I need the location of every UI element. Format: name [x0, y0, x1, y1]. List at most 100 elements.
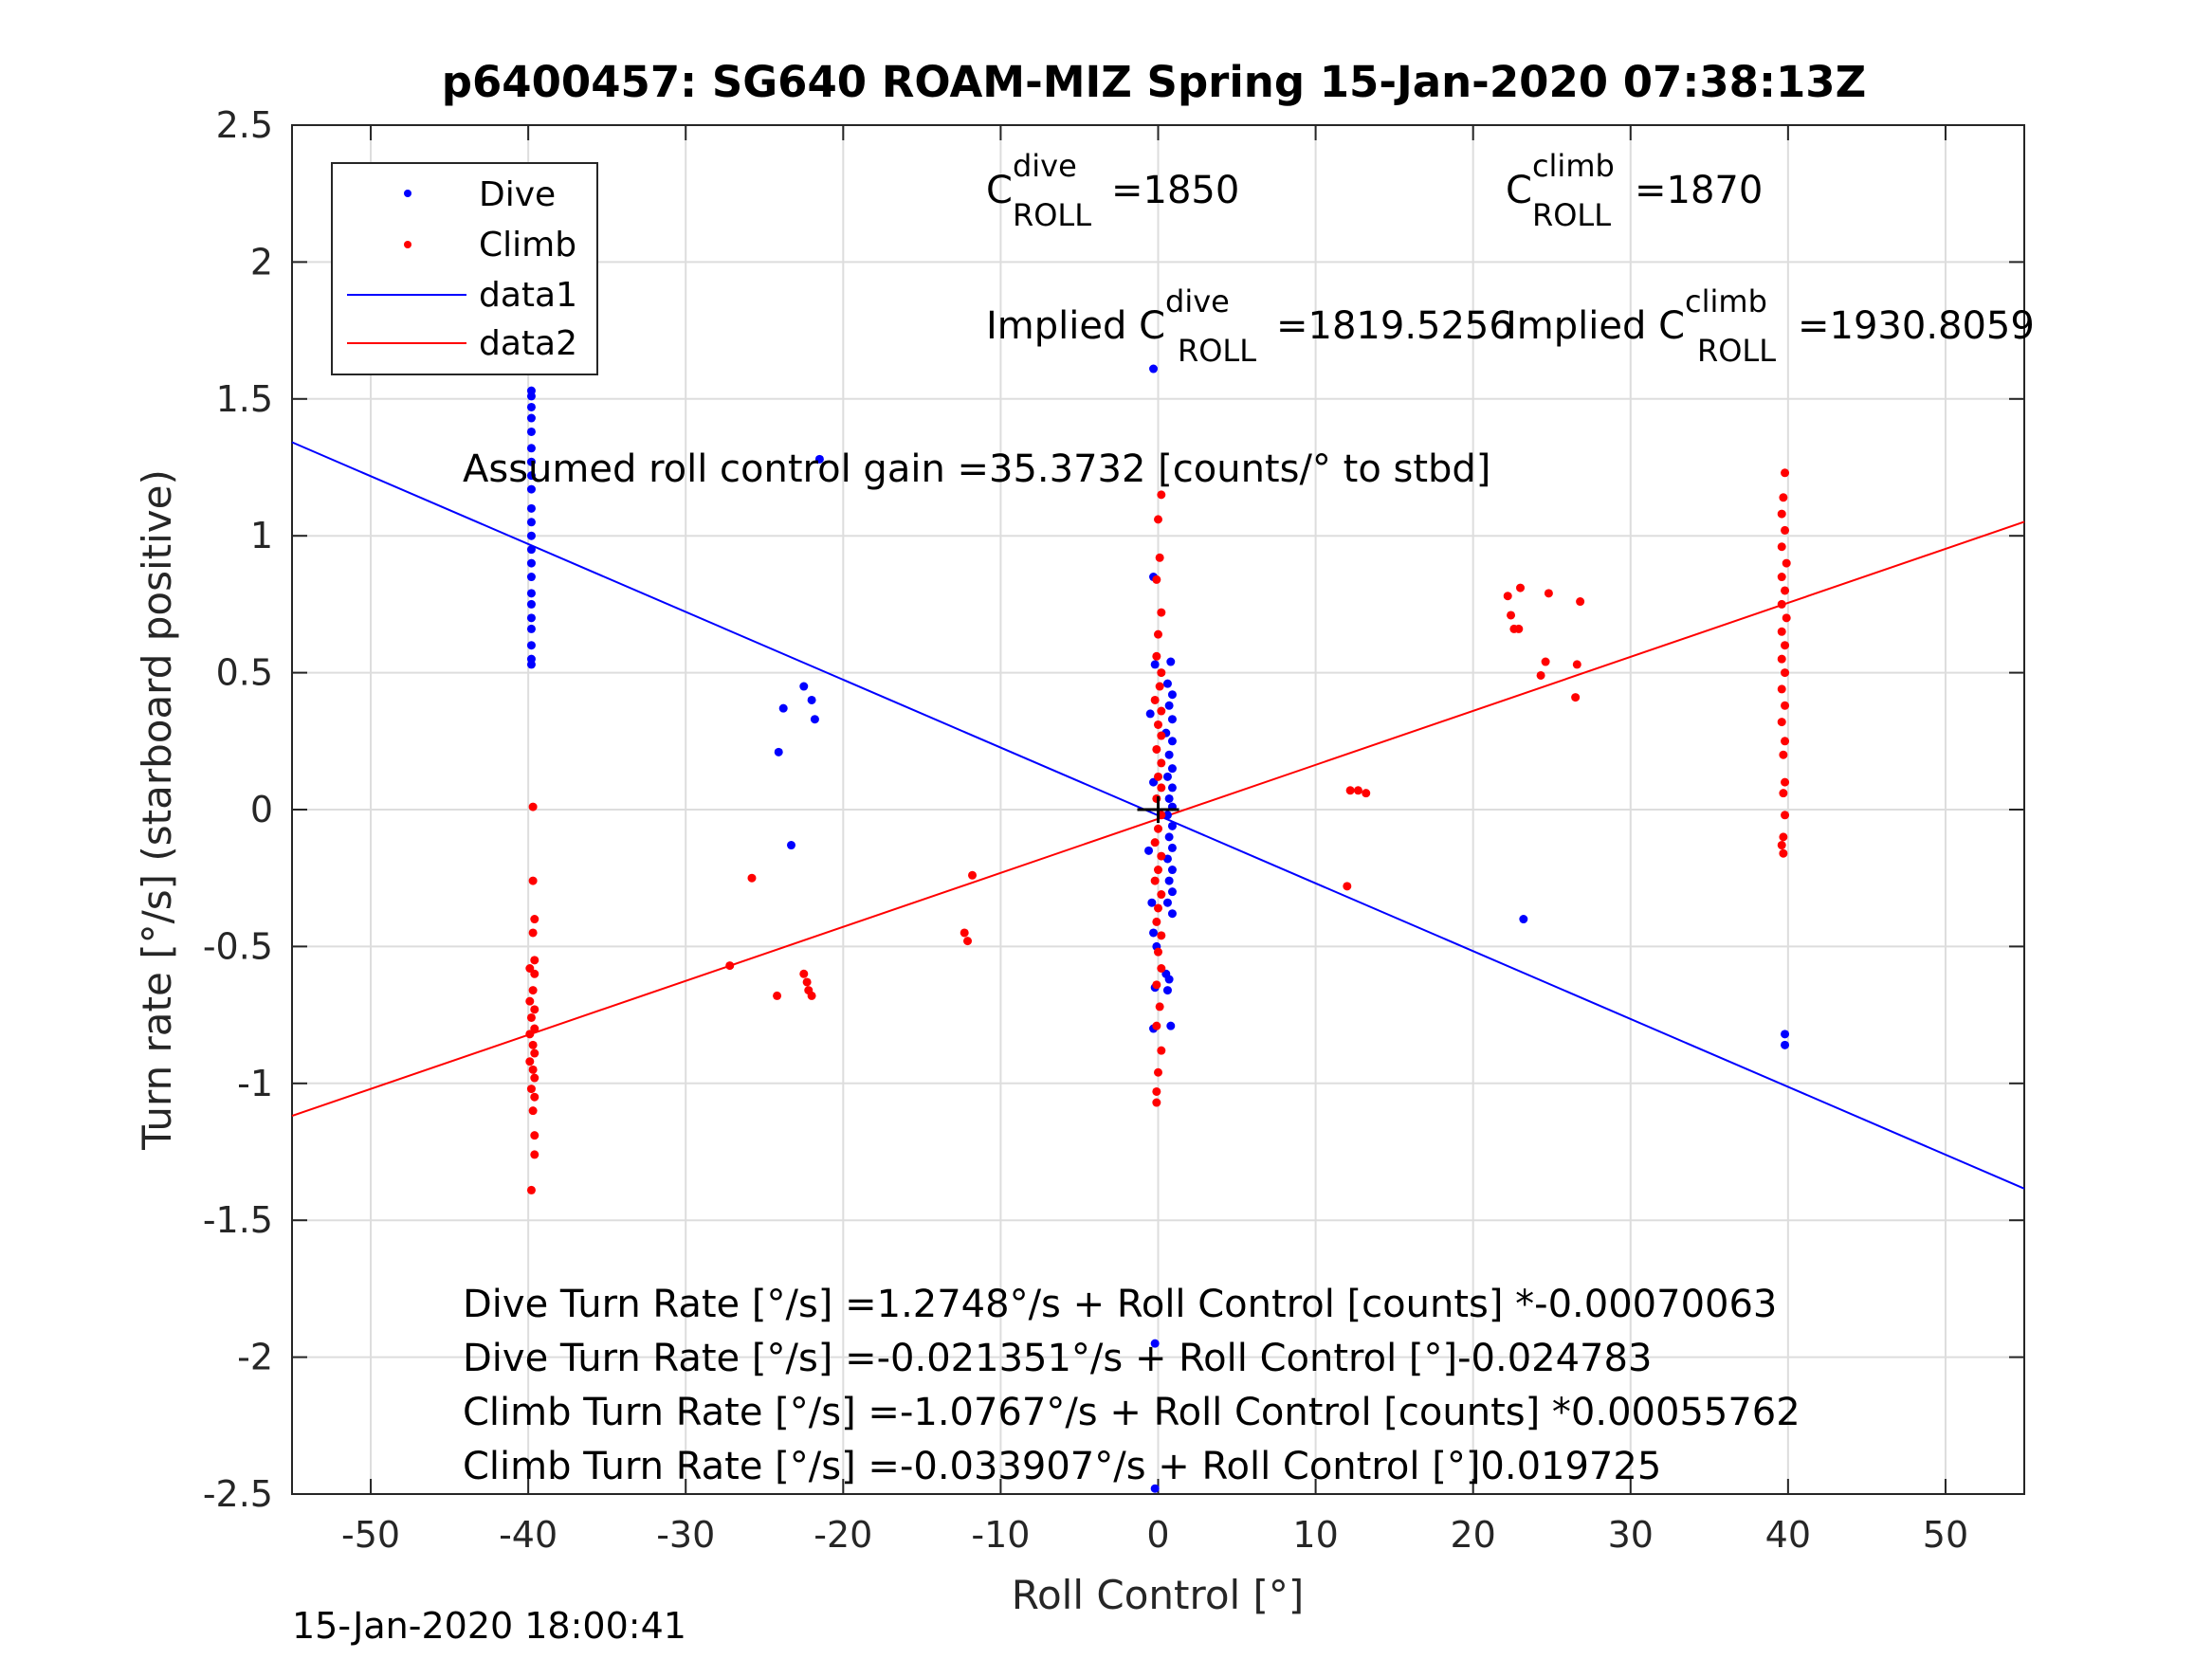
y-tick-label: -0.5 [203, 925, 273, 967]
climb-data-point [526, 1012, 536, 1022]
dive-data-point [1164, 701, 1174, 710]
dive-data-point [1167, 737, 1177, 746]
x-axis-ticks: -50 -40 -30 -20 -10 0 10 20 30 40 50 [341, 125, 1968, 1556]
climb-data-point [1157, 1046, 1166, 1055]
climb-data-point [1154, 1067, 1162, 1077]
climb-data-point [1777, 841, 1786, 850]
implied-c-dive-annotation: Implied Cdive ROLL=1819.5256 [986, 283, 1513, 369]
climb-data-point [1155, 682, 1164, 691]
climb-data-point [1157, 851, 1166, 861]
climb-data-point [1157, 608, 1166, 617]
dive-data-point [807, 695, 816, 704]
y-tick-label: -2 [237, 1337, 273, 1378]
x-tick-label: 10 [1292, 1514, 1338, 1556]
climb-data-point [530, 1005, 539, 1014]
dive-data-point [526, 518, 536, 527]
climb-data-point [1782, 558, 1791, 568]
climb-data-point [1544, 589, 1553, 598]
dive-data-point [1145, 709, 1155, 719]
dive-data-point [799, 682, 809, 691]
y-tick-label: -1.5 [203, 1199, 273, 1241]
dive-data-point [526, 531, 536, 540]
climb-data-point [1157, 490, 1166, 500]
gain-annotation: Assumed roll control gain =35.3732 [coun… [463, 447, 1490, 491]
climb-data-point [1781, 468, 1790, 478]
climb-data-point [528, 802, 538, 811]
climb-data-point [1782, 613, 1791, 623]
dive-data-point [526, 444, 536, 453]
climb-data-point [1154, 515, 1162, 524]
climb-data-point [799, 969, 809, 978]
y-tick-label: -1 [237, 1063, 273, 1104]
dive-data-point [1147, 898, 1157, 907]
y-tick-label: 0 [250, 789, 273, 830]
climb-data-point [725, 961, 735, 971]
climb-data-point [526, 1085, 536, 1094]
climb-equation-counts: Climb Turn Rate [°/s] =-1.0767°/s + Roll… [463, 1391, 1801, 1434]
climb-data-point [1777, 654, 1786, 664]
dive-data-point [810, 715, 819, 724]
climb-data-point [1777, 542, 1786, 552]
climb-data-point [1150, 876, 1160, 885]
climb-data-point [530, 1048, 539, 1058]
dive-data-point [787, 841, 796, 850]
dive-data-point [1149, 928, 1159, 938]
climb-data-point [773, 991, 782, 1000]
y-tick-label: 1 [250, 515, 273, 556]
climb-data-point [1777, 599, 1786, 609]
climb-data-point [1155, 553, 1164, 562]
climb-data-point [1571, 693, 1581, 702]
dive-data-point [1164, 876, 1174, 885]
climb-data-point [1157, 890, 1166, 900]
dive-equation-degrees: Dive Turn Rate [°/s] =-0.021351°/s + Rol… [463, 1337, 1652, 1380]
y-tick-label: -2.5 [203, 1473, 273, 1515]
climb-data-point [1157, 964, 1166, 974]
climb-data-point [1157, 758, 1166, 768]
legend-data1-label: data1 [479, 276, 577, 315]
climb-data-point [1152, 980, 1161, 990]
climb-data-point [530, 1092, 539, 1102]
c-climb-annotation: Cclimb ROLL=1870 [1506, 148, 1763, 233]
dive-data-point [526, 599, 536, 609]
climb-data-point [530, 1150, 539, 1159]
climb-data-point [1781, 777, 1790, 787]
climb-data-point [525, 1057, 535, 1066]
x-tick-label: 0 [1146, 1514, 1169, 1556]
climb-data-point [1152, 917, 1161, 926]
climb-data-point [1779, 848, 1788, 858]
dive-data-point [1164, 750, 1174, 759]
climb-data-point [1157, 668, 1166, 678]
timestamp: 15-Jan-2020 18:00:41 [292, 1605, 686, 1647]
climb-data-point [1152, 1021, 1161, 1030]
dive-data-point [1164, 832, 1174, 842]
x-tick-label: -30 [656, 1514, 715, 1556]
climb-data-point [1154, 772, 1162, 781]
climb-data-point [1576, 597, 1585, 607]
climb-data-point [1572, 660, 1581, 669]
x-tick-label: 20 [1451, 1514, 1496, 1556]
climb-data-point [528, 1065, 538, 1074]
climb-data-point [1503, 592, 1512, 601]
dive-data-point [1164, 975, 1174, 984]
dive-data-point [526, 392, 536, 401]
climb-data-point [1541, 657, 1550, 666]
dive-data-point [1149, 364, 1159, 374]
climb-data-point [1777, 573, 1786, 582]
climb-data-point [1154, 866, 1162, 875]
climb-data-point [1779, 789, 1788, 798]
dive-data-point [1167, 690, 1177, 700]
dive-data-point [1162, 811, 1172, 820]
dive-equation-counts: Dive Turn Rate [°/s] =1.2748°/s + Roll C… [463, 1283, 1777, 1326]
origin-marker [1137, 796, 1179, 823]
dive-data-point [1166, 657, 1176, 666]
dive-data-point [526, 503, 536, 513]
climb-data-point [1536, 670, 1545, 680]
climb-data-point [1150, 838, 1160, 848]
dive-data-point [526, 427, 536, 436]
climb-data-point [525, 996, 535, 1006]
climb-data-point [1779, 493, 1788, 502]
climb-data-point [1781, 737, 1790, 746]
dive-data-point [1150, 1339, 1160, 1348]
climb-data-point [802, 977, 812, 987]
dive-data-point [1167, 866, 1177, 875]
